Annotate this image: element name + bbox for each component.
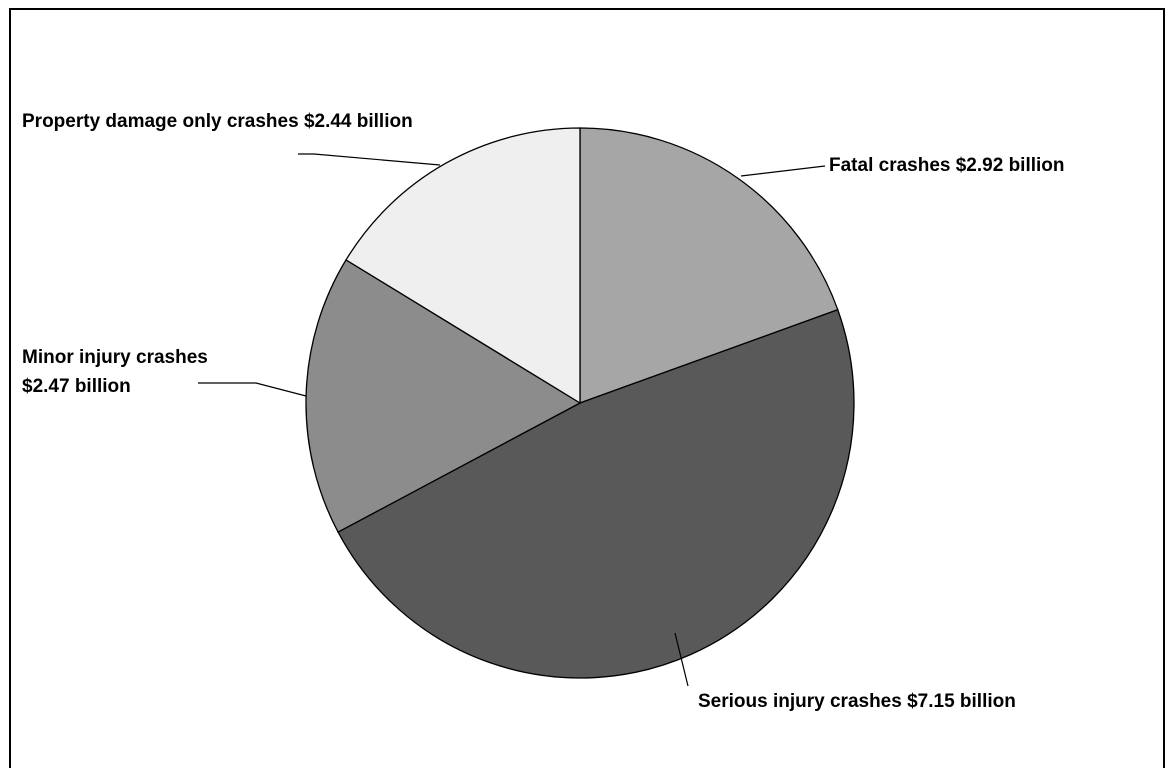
- leader-line-property-damage: [298, 153, 441, 166]
- slice-label-property-damage: Property damage only crashes $2.44 billi…: [22, 111, 413, 132]
- slice-fatal: [579, 127, 839, 404]
- leader-line-fatal: [740, 165, 826, 177]
- leader-line-minor-injury: [198, 382, 307, 397]
- slice-property-damage: [345, 127, 581, 405]
- leader-line-serious-injury: [674, 632, 689, 687]
- slice-label-minor-injury-line2: $2.47 billion: [22, 376, 131, 397]
- chart-frame: [9, 8, 1165, 768]
- slice-minor-injury: [305, 258, 582, 533]
- slice-label-serious-injury: Serious injury crashes $7.15 billion: [698, 691, 1016, 712]
- slice-serious-injury: [337, 308, 855, 679]
- slice-label-minor-injury-line1: Minor injury crashes: [22, 347, 208, 368]
- slice-label-fatal: Fatal crashes $2.92 billion: [829, 155, 1065, 176]
